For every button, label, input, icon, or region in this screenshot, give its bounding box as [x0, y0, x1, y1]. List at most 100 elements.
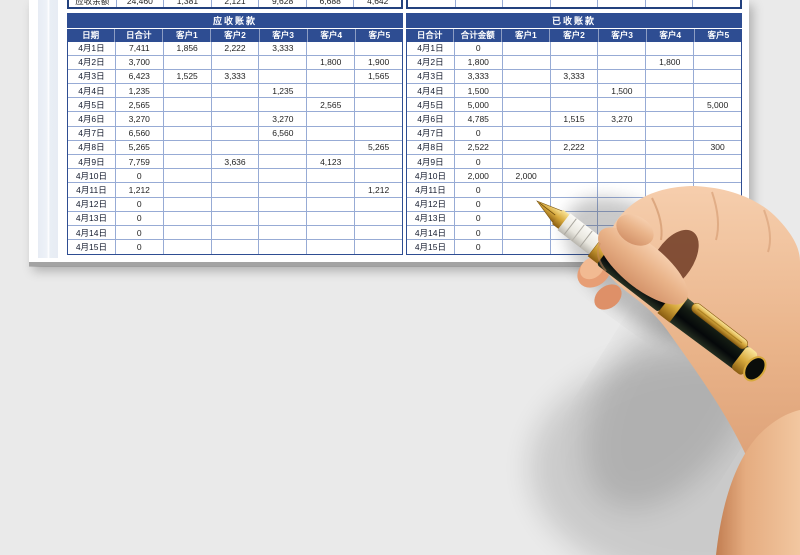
value-cell: 2,222 — [211, 41, 260, 56]
value-cell: 2,565 — [115, 98, 164, 113]
value-cell — [211, 211, 260, 226]
table-row: 4月9日 0 — [407, 155, 742, 170]
table-row: 4月10日 0 — [68, 169, 403, 184]
value-cell — [550, 197, 599, 212]
value-cell — [211, 84, 260, 99]
value-cell — [598, 197, 647, 212]
table-row: 4月14日 0 — [68, 225, 403, 241]
value-cell — [694, 56, 742, 70]
value-cell — [646, 240, 695, 255]
value-cell — [502, 225, 551, 241]
date-cell: 4月10日 — [68, 169, 116, 184]
date-cell: 4月9日 — [407, 155, 455, 170]
value-cell — [550, 98, 599, 113]
table-row: 4月7日 0 — [407, 126, 742, 141]
date-cell: 4月14日 — [68, 225, 116, 241]
value-cell — [694, 169, 742, 184]
receivable-table: 应收余额 24,460 1,381 2,121 9,628 6,688 4,642 应收账款… — [67, 0, 403, 256]
value-cell: 3,700 — [115, 55, 164, 70]
value-cell — [502, 140, 551, 155]
value-cell — [307, 211, 356, 226]
value-cell — [163, 126, 212, 141]
value-cell — [355, 155, 403, 170]
value-cell: 1,212 — [355, 183, 403, 198]
value-cell — [550, 183, 599, 198]
value-cell — [646, 41, 695, 56]
table-row: 4月9日 7,759 3,636 4,123 — [68, 155, 403, 170]
value-cell — [307, 126, 356, 141]
value-cell — [307, 140, 356, 155]
value-cell — [211, 98, 260, 113]
balance-summary-row: 应收余额 24,460 1,381 2,121 9,628 6,688 4,642 — [67, 0, 403, 9]
table-row: 4月14日 0 — [407, 225, 742, 241]
value-cell: 0 — [454, 183, 503, 198]
value-cell — [598, 98, 647, 113]
date-cell: 4月13日 — [407, 211, 455, 226]
value-cell — [211, 197, 260, 212]
date-cell: 4月11日 — [68, 183, 116, 198]
value-cell — [502, 197, 551, 212]
value-cell: 5,265 — [115, 140, 164, 155]
value-cell — [307, 41, 356, 56]
cell: 6,688 — [307, 0, 355, 7]
value-cell — [211, 140, 260, 155]
value-cell — [211, 112, 260, 127]
value-cell — [163, 155, 212, 170]
value-cell — [502, 211, 551, 226]
value-cell: 2,000 — [502, 169, 551, 184]
value-cell — [502, 41, 551, 56]
table-row: 4月3日 6,423 1,525 3,333 1,565 — [68, 69, 403, 85]
received-table: 已收账款 日合计 合计金额 客户1 客户2 客户3 客户4 客户5 4月1日 0 4月2日 1,8… — [406, 0, 742, 256]
value-cell — [550, 84, 599, 99]
table-row: 4月4日 1,235 1,235 — [68, 84, 403, 99]
date-cell: 4月12日 — [407, 197, 455, 212]
value-cell — [598, 126, 647, 141]
table-row: 4月12日 0 — [68, 197, 403, 212]
cell: 客户2 — [211, 28, 260, 42]
value-cell — [502, 55, 551, 70]
cell: 客户3 — [599, 28, 647, 42]
value-cell — [694, 198, 742, 212]
value-cell — [163, 183, 212, 198]
value-cell — [259, 225, 308, 241]
value-cell: 7,759 — [115, 155, 164, 170]
value-cell: 0 — [116, 240, 164, 255]
value-cell — [551, 240, 599, 255]
value-cell: 3,636 — [211, 155, 260, 170]
value-cell: 1,800 — [307, 55, 356, 70]
cell — [503, 0, 551, 7]
value-cell — [550, 155, 599, 170]
value-cell — [694, 155, 742, 170]
value-cell — [211, 169, 260, 184]
value-cell — [355, 112, 403, 127]
cell: 24,460 — [117, 0, 165, 7]
value-cell — [259, 69, 308, 85]
value-cell — [307, 225, 356, 241]
value-cell — [307, 112, 356, 127]
receivable-header-row: 日期 日合计 客户1 客户2 客户3 客户4 客户5 — [67, 27, 403, 42]
table-row: 4月8日 2,522 2,222 300 — [407, 140, 742, 155]
value-cell — [259, 169, 308, 184]
cell: 2,121 — [212, 0, 260, 7]
cell: 客户2 — [550, 28, 599, 42]
table-row: 4月8日 5,265 5,265 — [68, 140, 403, 155]
value-cell — [550, 55, 599, 70]
value-cell: 7,411 — [115, 41, 164, 56]
date-cell: 4月2日 — [68, 55, 116, 70]
value-cell: 5,000 — [694, 98, 742, 113]
value-cell — [307, 183, 356, 198]
table-row: 4月12日 0 — [407, 197, 742, 212]
value-cell — [163, 225, 212, 241]
value-cell: 5,265 — [355, 141, 403, 155]
value-cell — [646, 225, 695, 241]
cell: 1,381 — [164, 0, 212, 7]
date-cell: 4月2日 — [407, 55, 455, 70]
cell: 日合计 — [115, 28, 164, 42]
cell: 日合计 — [406, 28, 455, 42]
received-table-title: 已收账款 — [406, 12, 742, 28]
table-row: 4月13日 0 — [68, 211, 403, 226]
received-table-body: 4月1日 0 4月2日 1,800 1,800 4月3日 3,333 3,333 4月4日 1,5… — [406, 41, 742, 256]
table-row: 4月10日 2,000 2,000 — [407, 169, 742, 184]
value-cell: 3,333 — [550, 69, 599, 85]
cell — [693, 0, 740, 7]
